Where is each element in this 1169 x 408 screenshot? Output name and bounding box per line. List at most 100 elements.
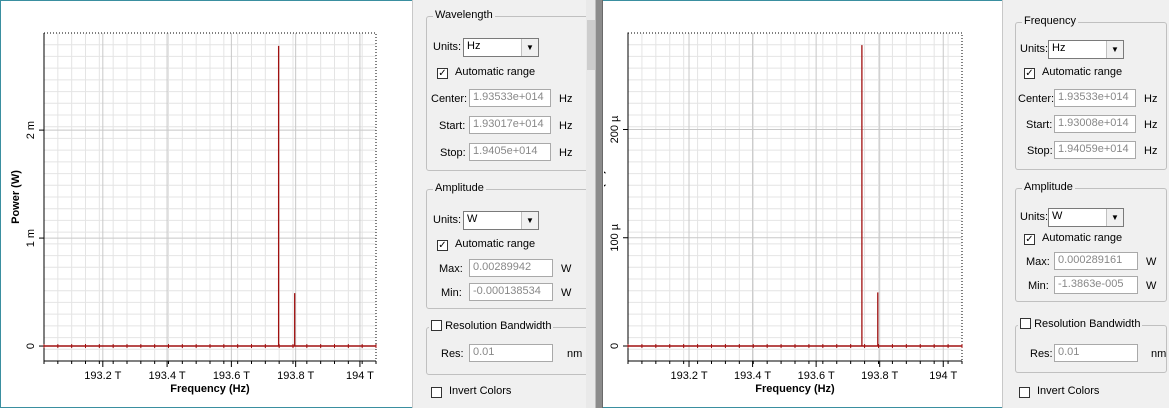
automatic-range-label: Automatic range: [455, 66, 536, 78]
max-label: Max:: [439, 263, 463, 275]
automatic-range-label-right: Automatic range: [1042, 66, 1123, 78]
control-panel-left: Wavelength Units: Hz ▼ ✓ Automatic range…: [412, 0, 595, 408]
res-label: Res:: [441, 348, 464, 360]
units-select[interactable]: Hz ▼: [463, 38, 539, 57]
chevron-down-icon: ▼: [521, 39, 538, 56]
x-tick-label: 193.6 T: [213, 370, 250, 382]
min-label: Min:: [441, 287, 462, 299]
x-axis-title: Frequency (Hz): [755, 383, 835, 395]
stop-unit: Hz: [559, 147, 573, 159]
start-unit-right: Hz: [1144, 119, 1158, 131]
invert-colors-label: Invert Colors: [449, 385, 512, 397]
invert-colors-label-right: Invert Colors: [1037, 385, 1100, 397]
center-field-right[interactable]: 1.93533e+014: [1054, 89, 1136, 107]
chart-svg-right: 193.2 T 193.4 T 193.6 T 193.8 T 194 T 0 100 µ 2…: [604, 32, 963, 395]
amplitude-units-select[interactable]: W ▼: [463, 211, 539, 230]
x-axis-title: Frequency (Hz): [170, 383, 250, 395]
wavelength-group-title: Wavelength: [433, 9, 495, 21]
x-tick-label: 193.4 T: [734, 370, 771, 382]
invert-colors-checkbox[interactable]: [431, 387, 442, 398]
resolution-bandwidth-label-right: Resolution Bandwidth: [1034, 318, 1141, 330]
resolution-bandwidth-checkbox[interactable]: [431, 319, 442, 331]
x-tick-label: 193.2 T: [670, 370, 707, 382]
amplitude-automatic-range-checkbox[interactable]: ✓: [437, 240, 448, 251]
automatic-range-checkbox[interactable]: ✓: [437, 68, 448, 79]
center-label-right: Center:: [1018, 93, 1055, 105]
resolution-bandwidth-checkbox-right[interactable]: [1020, 317, 1031, 329]
chevron-down-icon: ▼: [1106, 209, 1123, 226]
amplitude-units-select-right[interactable]: W ▼: [1048, 208, 1124, 227]
y-tick-label: 200 µ: [609, 115, 621, 143]
spectrum-plot-left[interactable]: 193.2 T 193.4 T 193.6 T 193.8 T 194 T 0 1 m 2 m…: [4, 4, 404, 402]
center-field[interactable]: 1.93533e+014: [469, 89, 551, 107]
center-unit-right: Hz: [1144, 93, 1158, 105]
y-tick-label: 2 m: [25, 121, 37, 139]
min-label-right: Min:: [1028, 280, 1049, 292]
amplitude-group: Amplitude Units: W ▼ ✓ Automatic range M…: [426, 182, 594, 309]
x-tick-label: 193.6 T: [798, 370, 835, 382]
res-field-right[interactable]: 0.01: [1054, 344, 1138, 362]
units-label-right: Units:: [1020, 43, 1049, 55]
min-unit: W: [561, 287, 572, 299]
y-axis-title: Power (W): [604, 170, 606, 224]
max-unit: W: [561, 263, 572, 275]
units-label: Units:: [433, 41, 462, 53]
max-field[interactable]: 0.00289942: [469, 259, 553, 277]
x-tick-label: 194 T: [346, 370, 374, 382]
start-label-right: Start:: [1026, 119, 1053, 131]
res-label-right: Res:: [1030, 348, 1053, 360]
start-field-right[interactable]: 1.93008e+014: [1054, 115, 1136, 133]
chart-svg-left: 193.2 T 193.4 T 193.6 T 193.8 T 194 T 0 1 m 2 m…: [10, 32, 377, 395]
resolution-bandwidth-group-right: Resolution Bandwidth Res: 0.01 nm: [1015, 317, 1167, 373]
max-label-right: Max:: [1026, 256, 1050, 268]
stop-unit-right: Hz: [1144, 145, 1158, 157]
frequency-group: Frequency Units: Hz ▼ ✓ Automatic range …: [1015, 15, 1167, 170]
max-unit-right: W: [1146, 256, 1157, 268]
amplitude-units-select-value-right: W: [1052, 210, 1063, 222]
wavelength-group: Wavelength Units: Hz ▼ ✓ Automatic range…: [426, 9, 594, 171]
resolution-bandwidth-group: Resolution Bandwidth Res: 0.01 nm: [426, 319, 594, 375]
units-select-value-right: Hz: [1052, 42, 1066, 54]
max-field-right[interactable]: 0.000289161: [1054, 252, 1138, 270]
chevron-down-icon: ▼: [1106, 41, 1123, 58]
control-panel-right: Frequency Units: Hz ▼ ✓ Automatic range …: [1002, 0, 1169, 408]
invert-colors-checkbox-right[interactable]: [1019, 387, 1030, 398]
x-tick-label: 193.8 T: [861, 370, 898, 382]
stop-field[interactable]: 1.9405e+014: [469, 143, 551, 161]
y-tick-label: 0: [609, 343, 621, 349]
panel-scrollbar[interactable]: [586, 0, 596, 408]
amplitude-automatic-range-checkbox-right[interactable]: ✓: [1024, 234, 1035, 245]
spectrum-plot-right[interactable]: 193.2 T 193.4 T 193.6 T 193.8 T 194 T 0 100 µ 2…: [604, 4, 972, 402]
amplitude-units-label-right: Units:: [1020, 211, 1049, 223]
chevron-down-icon: ▼: [521, 212, 538, 229]
frequency-group-title: Frequency: [1022, 15, 1078, 27]
stop-label-right: Stop:: [1027, 145, 1053, 157]
resolution-bandwidth-label: Resolution Bandwidth: [445, 320, 552, 332]
y-tick-label: 1 m: [25, 229, 37, 247]
res-field[interactable]: 0.01: [469, 344, 553, 362]
start-field[interactable]: 1.93017e+014: [469, 116, 551, 134]
splitter-handle[interactable]: [595, 0, 603, 408]
stop-field-right[interactable]: 1.94059e+014: [1054, 141, 1136, 159]
min-field[interactable]: -0.000138534: [469, 283, 553, 301]
amplitude-units-select-value: W: [467, 213, 478, 225]
start-unit: Hz: [559, 120, 573, 132]
x-tick-label: 193.8 T: [277, 370, 314, 382]
res-unit-right: nm: [1151, 348, 1167, 360]
amplitude-automatic-range-label: Automatic range: [455, 238, 536, 250]
resolution-bandwidth-title: Resolution Bandwidth: [429, 319, 554, 332]
res-unit: nm: [567, 348, 583, 360]
x-tick-label: 193.2 T: [84, 370, 121, 382]
scrollbar-thumb[interactable]: [587, 20, 595, 70]
units-select-right[interactable]: Hz ▼: [1048, 40, 1124, 59]
min-field-right[interactable]: -1.3863e-005: [1054, 276, 1138, 294]
center-label: Center:: [431, 93, 468, 105]
start-label: Start:: [439, 120, 466, 132]
stop-label: Stop:: [440, 147, 466, 159]
amplitude-group-title-right: Amplitude: [1022, 181, 1075, 193]
amplitude-group-title: Amplitude: [433, 182, 486, 194]
automatic-range-checkbox-right[interactable]: ✓: [1024, 68, 1035, 79]
resolution-bandwidth-title-right: Resolution Bandwidth: [1018, 317, 1143, 330]
y-tick-label: 100 µ: [609, 223, 621, 251]
x-tick-label: 194 T: [929, 370, 957, 382]
